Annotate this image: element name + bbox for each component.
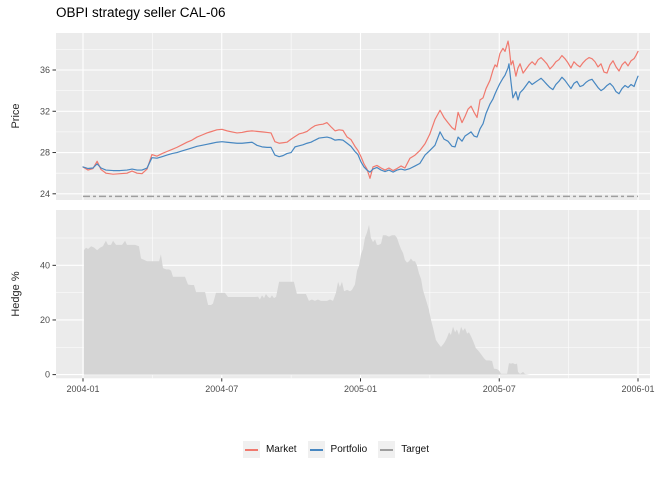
x-tick-label: 2005-01 bbox=[344, 384, 377, 394]
x-tick-label: 2005-07 bbox=[483, 384, 516, 394]
x-tick-label: 2004-07 bbox=[205, 384, 238, 394]
y-axis-label-hedge: Hedge % bbox=[10, 271, 22, 317]
legend: Market Portfolio Target bbox=[0, 441, 672, 458]
legend-label-market: Market bbox=[265, 444, 297, 455]
chart-title: OBPI strategy seller CAL-06 bbox=[56, 5, 226, 20]
panel-bg-price bbox=[56, 33, 650, 200]
legend-key-market bbox=[242, 441, 260, 458]
y-tick-label: 28 bbox=[40, 148, 50, 158]
y-axis-label-price: Price bbox=[10, 103, 22, 129]
y-tick-label: 40 bbox=[40, 260, 50, 270]
legend-key-target bbox=[378, 441, 396, 458]
legend-item-portfolio: Portfolio bbox=[307, 441, 368, 458]
legend-key-portfolio bbox=[307, 441, 325, 458]
y-tick-label: 20 bbox=[40, 315, 50, 325]
y-tick-label: 24 bbox=[40, 189, 50, 199]
x-tick-label: 2006-01 bbox=[621, 384, 654, 394]
y-tick-label: 0 bbox=[45, 370, 50, 380]
legend-label-target: Target bbox=[401, 444, 430, 455]
legend-item-market: Market bbox=[242, 441, 297, 458]
y-tick-label: 32 bbox=[40, 106, 50, 116]
legend-item-target: Target bbox=[378, 441, 429, 458]
x-tick-label: 2004-01 bbox=[66, 384, 99, 394]
target-line-swatch bbox=[380, 448, 394, 451]
hedge-area bbox=[83, 224, 639, 375]
legend-label-portfolio: Portfolio bbox=[330, 444, 368, 455]
market-line-swatch bbox=[244, 448, 258, 451]
portfolio-line-swatch bbox=[309, 448, 323, 451]
portfolio-line bbox=[82, 63, 639, 173]
y-tick-label: 36 bbox=[40, 65, 50, 75]
market-line bbox=[82, 40, 639, 179]
